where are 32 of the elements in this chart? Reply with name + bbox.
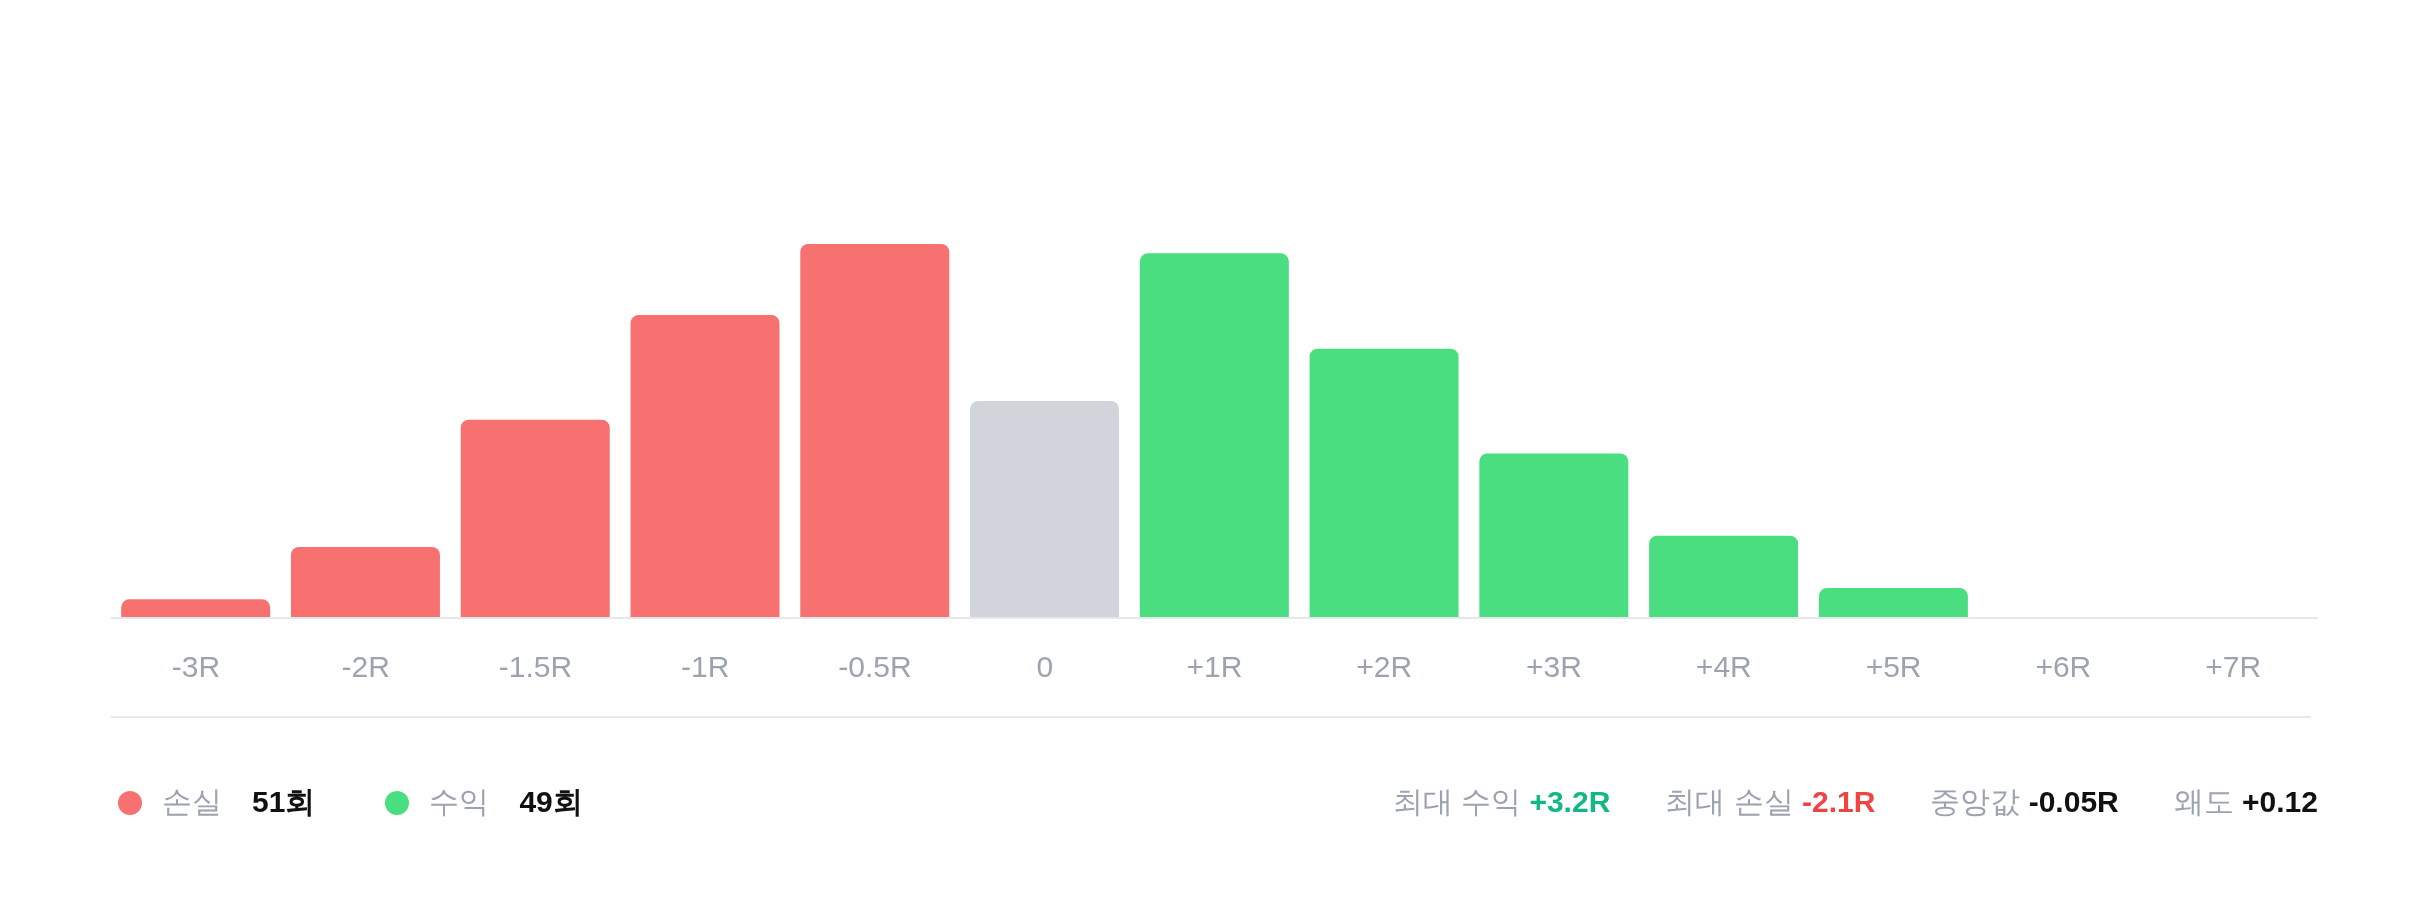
bar <box>1309 348 1459 618</box>
bar <box>1649 535 1799 618</box>
x-tick-label: -1.5R <box>498 650 573 684</box>
bar <box>290 546 440 618</box>
x-tick-label: -1R <box>681 650 730 684</box>
x-tick-label: -0.5R <box>838 650 912 684</box>
x-tick-label: +1R <box>1186 650 1243 684</box>
x-tick-label: +6R <box>2035 650 2092 684</box>
x-tick-label: -3R <box>171 650 221 684</box>
x-tick-label: +7R <box>2205 650 2262 684</box>
x-tick-label: +3R <box>1526 650 1582 684</box>
text: 49회 <box>519 784 583 820</box>
text: 왜도 +0.12 <box>2173 785 2318 818</box>
bar <box>1818 588 1968 618</box>
bar <box>630 315 780 618</box>
x-tick-label: +5R <box>1865 650 1922 684</box>
x-tick-label: +2R <box>1356 650 1413 684</box>
x-tick-label: 0 <box>1036 650 1054 684</box>
legend-label: 수익 <box>429 784 490 820</box>
bar <box>460 419 610 618</box>
bar <box>1139 253 1289 618</box>
text: 중앙값 -0.05R <box>1930 785 2119 818</box>
bar <box>1479 453 1629 618</box>
bar <box>121 599 271 618</box>
x-tick-label: +4R <box>1695 650 1752 684</box>
text: 51회 <box>252 784 316 820</box>
legend-label: 손실 <box>162 784 222 820</box>
text: 최대 손실 -2.1R <box>1665 785 1876 818</box>
bar <box>800 244 950 618</box>
bar <box>970 401 1120 618</box>
text: 최대 수익 +3.2R <box>1392 785 1611 818</box>
x-tick-label: -2R <box>341 650 390 684</box>
